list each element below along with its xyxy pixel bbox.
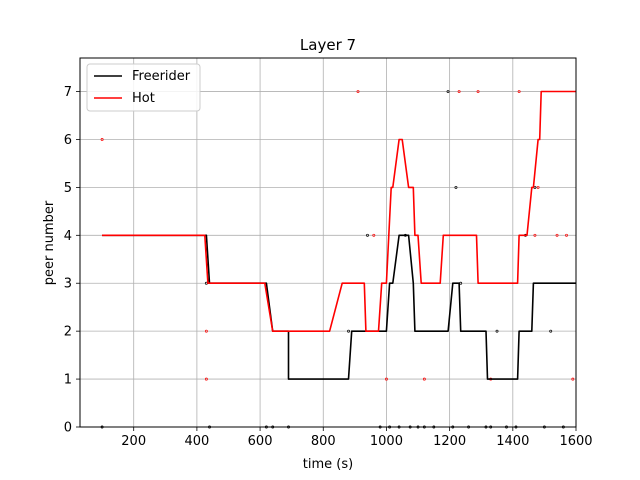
chart-title: Layer 7 bbox=[300, 36, 356, 54]
freerider-data-point bbox=[454, 185, 458, 189]
freerider-data-point bbox=[347, 329, 350, 333]
legend: Freerider Hot bbox=[86, 63, 201, 112]
freerider-data-point bbox=[366, 233, 369, 237]
hot-data-point bbox=[555, 233, 559, 237]
hot-data-point bbox=[533, 233, 537, 237]
freerider-data-point bbox=[495, 329, 499, 333]
y-tick-label: 4 bbox=[64, 229, 72, 244]
hot-data-point bbox=[565, 233, 568, 237]
series-lines bbox=[102, 90, 576, 380]
y-tick-label: 5 bbox=[64, 181, 72, 196]
y-axis-label: peer number bbox=[42, 200, 57, 285]
x-tick-label: 400 bbox=[184, 434, 209, 449]
freerider-data-point bbox=[549, 329, 553, 333]
hot-data-point bbox=[517, 90, 521, 93]
x-tick-label: 600 bbox=[248, 434, 273, 449]
x-tick-label: 1200 bbox=[433, 434, 466, 449]
y-axis-ticks: 0 1 2 3 4 5 6 7 bbox=[64, 85, 80, 436]
x-tick-label: 1000 bbox=[370, 434, 403, 449]
x-tick-label: 1400 bbox=[496, 434, 529, 449]
hot-data-point bbox=[384, 377, 388, 381]
x-axis-label: time (s) bbox=[303, 457, 353, 472]
y-tick-label: 7 bbox=[64, 85, 72, 100]
hot-data-point bbox=[457, 90, 461, 93]
y-tick-label: 3 bbox=[64, 277, 72, 292]
y-tick-label: 2 bbox=[64, 325, 72, 340]
hot-data-point bbox=[422, 377, 426, 381]
x-tick-label: 200 bbox=[121, 434, 146, 449]
y-tick-label: 6 bbox=[64, 133, 72, 148]
freerider-data-point bbox=[446, 90, 450, 93]
hot-data-point bbox=[476, 90, 480, 93]
hot-data-point bbox=[536, 185, 540, 189]
legend-label-hot: Hot bbox=[132, 91, 155, 106]
hot-data-point bbox=[204, 377, 208, 381]
hot-data-point bbox=[100, 138, 104, 141]
hot-data-point bbox=[356, 90, 360, 93]
x-axis-ticks: 200 400 600 800 1000 1200 1400 1600 bbox=[121, 427, 593, 449]
legend-label-freerider: Freerider bbox=[132, 69, 191, 84]
y-tick-label: 0 bbox=[64, 421, 72, 436]
hot-data-point bbox=[571, 377, 575, 381]
hot-data-point bbox=[372, 233, 376, 237]
hot-data-point bbox=[204, 329, 208, 333]
plot-frame bbox=[79, 57, 577, 428]
x-tick-label: 1600 bbox=[559, 434, 592, 449]
series-line-hot bbox=[102, 90, 576, 333]
y-tick-label: 1 bbox=[64, 373, 72, 388]
x-tick-label: 800 bbox=[311, 434, 336, 449]
